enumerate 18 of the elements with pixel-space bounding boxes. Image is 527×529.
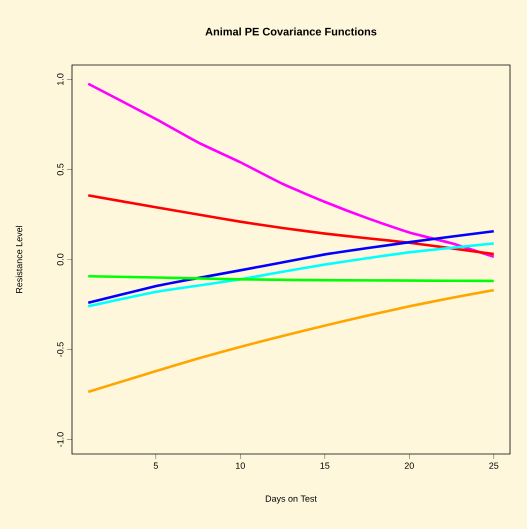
x-tick-label: 15 — [320, 462, 330, 469]
y-tick-label: -1.0 — [57, 432, 64, 447]
y-tick-label: 1.0 — [57, 74, 64, 85]
x-axis-title: Days on Test — [266, 496, 317, 504]
line-series — [86, 82, 496, 258]
line-series — [86, 288, 496, 394]
y-tick-label: -0.5 — [57, 342, 64, 357]
line-series — [86, 194, 496, 256]
x-tick-label: 10 — [236, 462, 245, 469]
line-series — [86, 242, 496, 308]
y-axis-title: Resistance Level — [16, 226, 22, 293]
x-tick-label: 20 — [404, 462, 414, 469]
chart-title: Animal PE Covariance Functions — [205, 27, 376, 36]
x-tick-label: 5 — [154, 462, 158, 469]
y-tick-label: 0.0 — [57, 254, 64, 266]
line-series — [86, 230, 496, 304]
x-tick-label: 25 — [489, 462, 498, 469]
y-tick-label: 0.5 — [57, 164, 64, 176]
